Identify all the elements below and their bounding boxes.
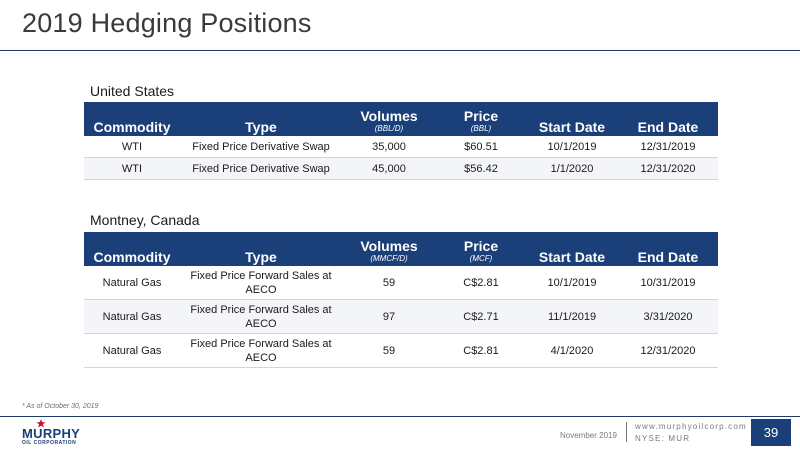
cell-commodity: Natural Gas xyxy=(84,266,180,300)
table-row: Natural Gas Fixed Price Forward Sales at… xyxy=(84,299,718,334)
cell-commodity: WTI xyxy=(84,136,180,158)
table-header-row: Commodity Type Volumes (BBL/D) Price (BBL)… xyxy=(84,102,718,136)
header-price: Price (MCF) xyxy=(436,232,526,266)
page-number: 39 xyxy=(751,419,791,446)
cell-commodity: Natural Gas xyxy=(84,333,180,368)
footnote: * As of October 30, 2019 xyxy=(22,403,99,410)
footer-date: November 2019 xyxy=(560,431,617,440)
murphy-star-logo-icon xyxy=(36,419,46,428)
table-row: WTI Fixed Price Derivative Swap 45,000 $… xyxy=(84,157,718,180)
cell-price: $60.51 xyxy=(436,136,526,158)
cell-type: Fixed Price Forward Sales at AECO xyxy=(180,266,342,300)
cell-type: Fixed Price Forward Sales at AECO xyxy=(180,299,342,334)
header-type: Type xyxy=(245,119,277,135)
cell-end-date: 3/31/2020 xyxy=(618,299,718,334)
header-volumes: Volumes (MMCF/D) xyxy=(342,232,436,266)
cell-price: C$2.81 xyxy=(436,266,526,300)
cell-volumes: 59 xyxy=(342,266,436,300)
cell-end-date: 12/31/2019 xyxy=(618,136,718,158)
cell-start-date: 1/1/2020 xyxy=(526,157,618,180)
header-commodity: Commodity xyxy=(93,119,171,135)
table-row: WTI Fixed Price Derivative Swap 35,000 $… xyxy=(84,136,718,158)
footer-divider xyxy=(0,416,800,417)
cell-price: C$2.71 xyxy=(436,299,526,334)
header-commodity: Commodity xyxy=(93,249,171,265)
cell-end-date: 12/31/2020 xyxy=(618,333,718,368)
cell-end-date: 10/31/2019 xyxy=(618,266,718,300)
us-hedging-table: Commodity Type Volumes (BBL/D) Price (BBL)… xyxy=(84,102,718,180)
table-header-row: Commodity Type Volumes (MMCF/D) Price (MCF… xyxy=(84,232,718,266)
header-price: Price (BBL) xyxy=(436,102,526,136)
table-row: Natural Gas Fixed Price Forward Sales at… xyxy=(84,266,718,300)
cell-type: Fixed Price Derivative Swap xyxy=(180,136,342,158)
cell-start-date: 11/1/2019 xyxy=(526,299,618,334)
header-type: Type xyxy=(245,249,277,265)
header-start-date: Start Date xyxy=(538,249,606,265)
header-volumes: Volumes (BBL/D) xyxy=(342,102,436,136)
cell-volumes: 59 xyxy=(342,333,436,368)
cell-volumes: 97 xyxy=(342,299,436,334)
cell-price: C$2.81 xyxy=(436,333,526,368)
header-end-date: End Date xyxy=(637,249,699,265)
cell-commodity: WTI xyxy=(84,157,180,180)
price-unit: (MCF) xyxy=(469,254,493,263)
logo-subtext: OIL CORPORATION xyxy=(22,440,77,446)
cell-start-date: 4/1/2020 xyxy=(526,333,618,368)
cell-end-date: 12/31/2020 xyxy=(618,157,718,180)
cell-volumes: 35,000 xyxy=(342,136,436,158)
cell-type: Fixed Price Forward Sales at AECO xyxy=(180,333,342,368)
footer-website: www.murphyoilcorp.com xyxy=(635,422,747,431)
volume-unit: (BBL/D) xyxy=(374,124,404,133)
header-end-date: End Date xyxy=(637,119,699,135)
canada-hedging-table: Commodity Type Volumes (MMCF/D) Price (MCF… xyxy=(84,232,718,368)
section-label-canada: Montney, Canada xyxy=(90,212,200,228)
logo-wordmark: MURPHY xyxy=(22,426,81,441)
title-divider xyxy=(0,50,800,51)
slide-title: 2019 Hedging Positions xyxy=(22,8,312,38)
header-start-date: Start Date xyxy=(538,119,606,135)
volume-unit: (MMCF/D) xyxy=(370,254,408,263)
footer-vertical-divider xyxy=(626,422,627,442)
section-label-us: United States xyxy=(90,83,175,99)
cell-price: $56.42 xyxy=(436,157,526,180)
cell-start-date: 10/1/2019 xyxy=(526,266,618,300)
cell-type: Fixed Price Derivative Swap xyxy=(180,157,342,180)
cell-volumes: 45,000 xyxy=(342,157,436,180)
cell-commodity: Natural Gas xyxy=(84,299,180,334)
footer-ticker: NYSE: MUR xyxy=(635,434,691,443)
cell-start-date: 10/1/2019 xyxy=(526,136,618,158)
table-row: Natural Gas Fixed Price Forward Sales at… xyxy=(84,333,718,368)
price-unit: (BBL) xyxy=(470,124,492,133)
